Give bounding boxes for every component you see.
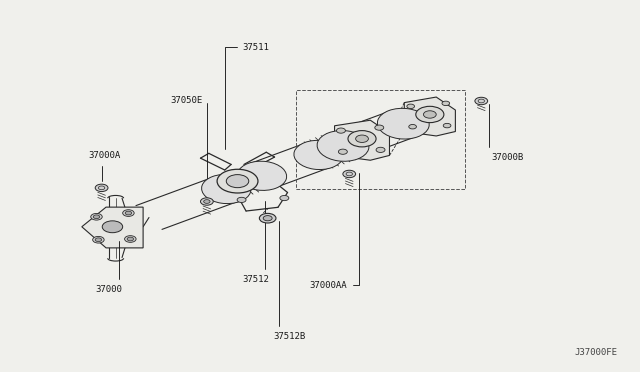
Circle shape — [200, 198, 213, 205]
Circle shape — [409, 125, 417, 129]
Circle shape — [123, 210, 134, 217]
Ellipse shape — [294, 140, 343, 170]
Circle shape — [407, 104, 415, 109]
Text: 37512: 37512 — [242, 201, 269, 284]
Circle shape — [444, 124, 451, 128]
Circle shape — [217, 169, 258, 193]
Circle shape — [227, 174, 249, 187]
Circle shape — [204, 200, 210, 203]
Circle shape — [95, 184, 108, 192]
Text: 37000: 37000 — [95, 241, 122, 294]
Circle shape — [424, 111, 436, 118]
Circle shape — [356, 135, 369, 142]
Ellipse shape — [317, 131, 369, 161]
Text: 37050E: 37050E — [170, 96, 207, 194]
Polygon shape — [82, 207, 143, 248]
Circle shape — [442, 101, 450, 106]
Text: 37000A: 37000A — [89, 151, 121, 181]
Circle shape — [339, 149, 348, 154]
Circle shape — [416, 106, 444, 123]
Text: 37000AA: 37000AA — [310, 173, 359, 290]
Circle shape — [343, 170, 356, 178]
Circle shape — [237, 197, 246, 202]
Circle shape — [259, 214, 276, 223]
Circle shape — [102, 221, 123, 233]
Text: J37000FE: J37000FE — [574, 348, 617, 357]
Circle shape — [475, 97, 488, 105]
Text: 37512B: 37512B — [273, 221, 306, 341]
Circle shape — [263, 216, 272, 221]
Circle shape — [93, 236, 104, 243]
Text: 37511: 37511 — [225, 42, 269, 150]
Circle shape — [280, 195, 289, 201]
Circle shape — [337, 128, 346, 133]
Circle shape — [91, 214, 102, 220]
Ellipse shape — [237, 161, 287, 190]
Text: 37000B: 37000B — [489, 104, 524, 161]
Polygon shape — [335, 120, 390, 160]
Circle shape — [375, 125, 384, 130]
Circle shape — [348, 131, 376, 147]
Ellipse shape — [378, 108, 429, 139]
Ellipse shape — [202, 174, 251, 203]
Circle shape — [93, 215, 100, 219]
Circle shape — [95, 238, 102, 241]
Circle shape — [376, 147, 385, 153]
Polygon shape — [404, 97, 456, 136]
Circle shape — [125, 211, 132, 215]
Circle shape — [125, 235, 136, 242]
Circle shape — [127, 237, 134, 241]
